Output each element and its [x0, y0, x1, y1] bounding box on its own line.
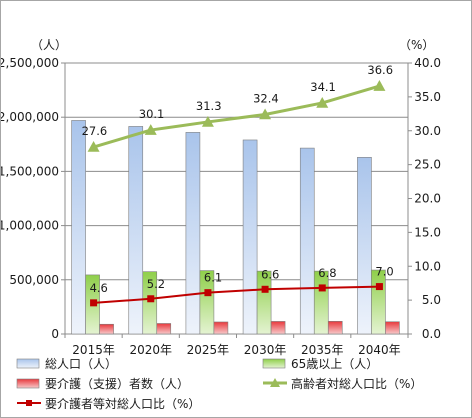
bar-total-population: [299, 147, 315, 335]
bar-care-recipients: [270, 321, 286, 335]
x-tick-label: 2020年: [129, 343, 172, 357]
left-tick-label: 0: [51, 327, 59, 341]
bar-care-recipients: [213, 321, 229, 335]
elderly-ratio-label: 27.6: [82, 124, 108, 138]
right-tick-label: 0.0: [422, 327, 441, 341]
bar-age-65-plus: [313, 270, 329, 335]
legend-swatch-care-recipients: [16, 378, 40, 389]
elderly-ratio-point: [87, 141, 100, 152]
x-tick-label: 2030年: [244, 343, 287, 357]
legend-swatch-total-population: [16, 358, 40, 369]
care-ratio-label: 4.6: [90, 281, 108, 295]
x-tick-label: 2015年: [72, 343, 115, 357]
legend-label: 高齢者対総人口比（%）: [291, 376, 422, 391]
bar-age-65-plus: [371, 269, 386, 335]
elderly-ratio-label: 32.4: [253, 91, 279, 105]
x-tick-label: 2035年: [301, 343, 344, 357]
right-tick-label: 30.0: [414, 124, 441, 138]
care-ratio-label: 6.8: [318, 266, 336, 280]
care-ratio-point: [147, 295, 155, 303]
care-ratio-point: [261, 285, 269, 293]
care-ratio-point: [204, 289, 212, 297]
bar-total-population: [242, 139, 258, 335]
bar-age-65-plus: [142, 271, 158, 335]
elderly-ratio-point: [373, 80, 386, 91]
elderly-ratio-point: [316, 96, 329, 108]
right-tick-label: 15.0: [414, 225, 441, 239]
elderly-ratio-label: 30.1: [139, 107, 165, 121]
legend-square-marker: [26, 400, 32, 406]
care-ratio-label: 5.2: [147, 277, 165, 291]
bar-care-recipients: [99, 323, 114, 335]
legend-label: 総人口（人）: [45, 357, 117, 371]
care-ratio-point: [318, 284, 326, 292]
care-ratio-label: 6.1: [204, 271, 222, 285]
right-tick-label: 20.0: [414, 192, 441, 206]
left-tick-label: 1,500,000: [1, 164, 59, 178]
care-ratio-label: 7.0: [375, 265, 393, 279]
left-tick-label: 1,000,000: [1, 219, 59, 233]
right-tick-label: 10.0: [414, 259, 441, 273]
legend-label: 要介護者等対総人口比（%）: [45, 396, 200, 411]
right-tick-label: 40.0: [414, 56, 441, 70]
legend-label: 65歳以上（人）: [291, 357, 378, 371]
elderly-ratio-point: [259, 108, 272, 120]
care-ratio-point: [90, 299, 98, 307]
bar-age-65-plus: [199, 270, 215, 335]
elderly-ratio-point: [201, 115, 214, 127]
x-tick-label: 2040年: [358, 343, 401, 357]
legend-label: 要介護（支援）者数（人）: [45, 376, 189, 391]
bar-total-population: [357, 157, 372, 335]
care-ratio-label: 6.6: [261, 267, 279, 281]
right-tick-label: 25.0: [414, 158, 441, 172]
right-tick-label: 5.0: [422, 293, 441, 307]
legend-triangle-marker: [270, 378, 280, 387]
left-tick-label: 2,000,000: [1, 110, 59, 124]
care-ratio-point: [375, 283, 383, 291]
legend-swatch-age-65-plus: [262, 358, 286, 369]
elderly-ratio-point: [144, 124, 157, 135]
x-tick-label: 2025年: [187, 343, 230, 357]
right-axis-unit: （%）: [399, 38, 434, 52]
bar-total-population: [71, 120, 86, 335]
bar-care-recipients: [385, 321, 400, 335]
elderly-ratio-label: 36.6: [367, 63, 393, 77]
left-tick-label: 500,000: [9, 273, 59, 287]
elderly-ratio-label: 31.3: [196, 99, 222, 113]
left-axis-unit: （人）: [31, 38, 67, 52]
bar-care-recipients: [327, 321, 343, 335]
bar-total-population: [128, 126, 144, 335]
care-ratio-line: [93, 285, 380, 304]
bar-total-population: [185, 132, 201, 335]
bar-care-recipients: [156, 323, 172, 335]
elderly-ratio-label: 34.1: [310, 80, 336, 94]
left-tick-label: 2,500,000: [1, 56, 59, 70]
right-tick-label: 35.0: [414, 90, 441, 104]
elderly-ratio-line: [93, 84, 380, 149]
